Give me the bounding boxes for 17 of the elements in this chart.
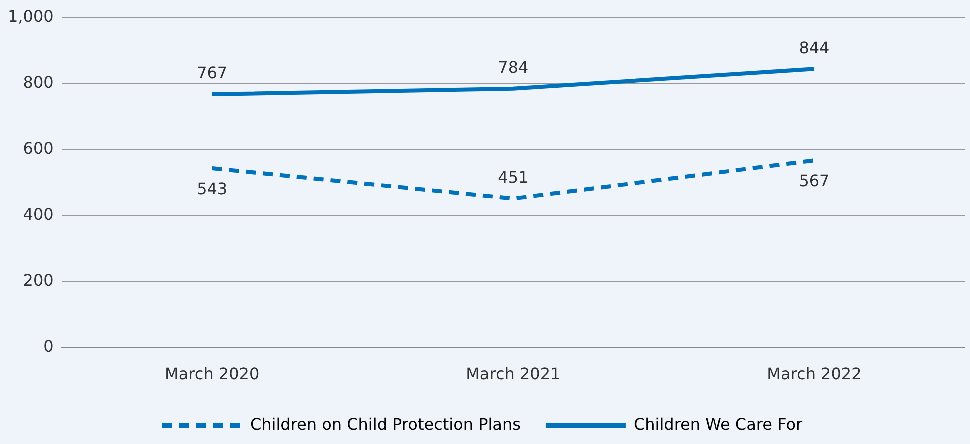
- legend-label: Children We Care For: [634, 415, 803, 434]
- data-label: 567: [799, 172, 830, 191]
- y-tick-label: 0: [44, 336, 54, 356]
- data-label: 784: [498, 58, 529, 78]
- x-tick-label: March 2022: [767, 364, 862, 384]
- data-label: 767: [197, 64, 228, 83]
- y-tick-label: 600: [23, 138, 54, 158]
- data-label: 543: [197, 180, 228, 199]
- x-tick-label: March 2021: [466, 364, 561, 384]
- data-label: 451: [498, 168, 529, 188]
- x-tick-label: March 2020: [165, 364, 260, 384]
- y-tick-label: 200: [23, 270, 54, 290]
- y-tick-label: 400: [23, 204, 54, 224]
- data-label: 844: [799, 38, 830, 58]
- y-tick-label: 800: [23, 72, 54, 92]
- legend-label: Children on Child Protection Plans: [250, 415, 521, 434]
- y-tick-label: 1,000: [8, 6, 54, 26]
